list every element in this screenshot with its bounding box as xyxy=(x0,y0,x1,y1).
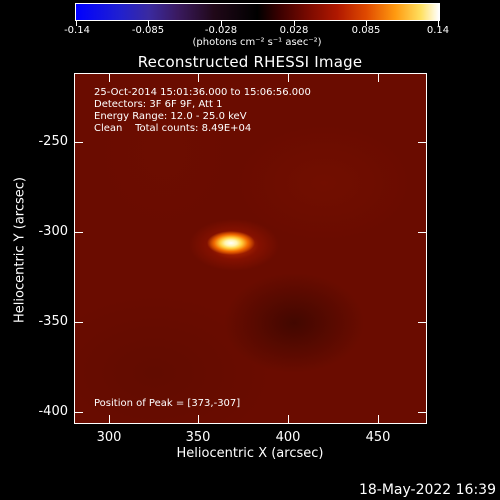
colorbar-tick xyxy=(438,20,439,26)
y-tick-label: -300 xyxy=(38,224,68,239)
y-tick-label: -350 xyxy=(38,314,68,329)
colorbar-tick-label: 0.14 xyxy=(426,25,450,36)
x-tick-label: 400 xyxy=(275,430,301,445)
plot-title: Reconstructed RHESSI Image xyxy=(137,53,363,71)
colorbar-tick-label: -0.085 xyxy=(131,25,165,36)
plot-frame xyxy=(74,73,427,424)
colorbar-tick xyxy=(148,20,149,26)
x-tick xyxy=(109,74,110,82)
x-tick xyxy=(378,74,379,82)
x-axis-label: Heliocentric X (arcsec) xyxy=(176,446,324,461)
colorbar-tick xyxy=(221,20,222,26)
y-tick xyxy=(418,232,426,233)
x-tick-label: 350 xyxy=(185,430,211,445)
y-tick xyxy=(75,412,83,413)
x-tick xyxy=(378,415,379,423)
colorbar-tick xyxy=(294,20,295,26)
clean-counts-text: Clean Total counts: 8.49E+04 xyxy=(94,123,252,134)
colorbar-units-label: (photons cm⁻² s⁻¹ asec⁻²) xyxy=(192,37,322,48)
x-tick-label: 450 xyxy=(365,430,391,445)
colorbar-tick xyxy=(76,20,77,26)
colorbar xyxy=(75,3,440,21)
y-tick-label: -250 xyxy=(38,134,68,149)
colorbar-tick-label: -0.14 xyxy=(64,25,90,36)
y-tick xyxy=(75,232,83,233)
y-tick xyxy=(75,142,83,143)
y-tick xyxy=(418,322,426,323)
x-tick xyxy=(198,74,199,82)
x-tick xyxy=(109,415,110,423)
energy-range-text: Energy Range: 12.0 - 25.0 keV xyxy=(94,111,247,122)
colorbar-tick-label: 0.028 xyxy=(279,25,309,36)
detectors-text: Detectors: 3F 6F 9F, Att 1 xyxy=(94,99,223,110)
colorbar-tick xyxy=(366,20,367,26)
time-range-text: 25-Oct-2014 15:01:36.000 to 15:06:56.000 xyxy=(94,87,311,98)
x-tick xyxy=(288,74,289,82)
y-tick xyxy=(418,142,426,143)
y-tick xyxy=(418,412,426,413)
colorbar-tick-label: 0.085 xyxy=(351,25,381,36)
peak-position-text: Position of Peak = [373,-307] xyxy=(94,398,241,409)
y-axis-label: Heliocentric Y (arcsec) xyxy=(12,177,28,323)
y-tick xyxy=(75,322,83,323)
colorbar-tick-label: -0.028 xyxy=(204,25,238,36)
x-tick-label: 300 xyxy=(96,430,122,445)
x-tick xyxy=(198,415,199,423)
y-tick-label: -400 xyxy=(38,404,68,419)
rhessi-image xyxy=(74,73,427,424)
x-tick xyxy=(288,415,289,423)
timestamp: 18-May-2022 16:39 xyxy=(358,482,496,498)
